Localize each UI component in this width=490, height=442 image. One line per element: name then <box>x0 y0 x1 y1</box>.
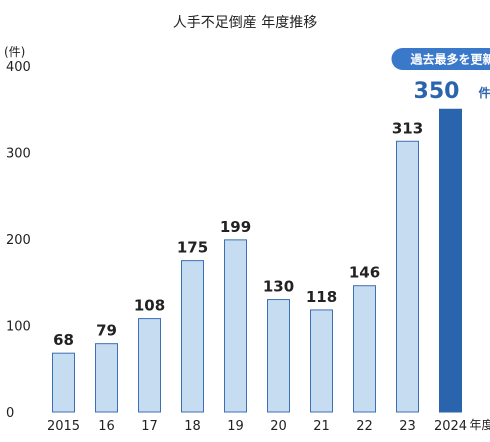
bar-highlight <box>439 108 462 413</box>
x-tick-label: 23 <box>399 419 416 434</box>
x-tick-label: 16 <box>98 419 115 434</box>
bars <box>52 108 462 413</box>
x-tick-label: 19 <box>227 419 244 434</box>
data-label: 68 <box>53 331 74 349</box>
data-label: 175 <box>177 239 208 257</box>
x-axis-unit: 年度 <box>470 417 490 432</box>
bar <box>224 239 247 413</box>
y-tick-label: 100 <box>6 320 31 335</box>
data-label: 118 <box>306 288 337 306</box>
y-tick-label: 300 <box>6 147 31 162</box>
bar <box>353 285 376 413</box>
bar <box>396 140 419 413</box>
data-label: 313 <box>392 119 423 137</box>
data-label: 146 <box>349 264 380 282</box>
y-tick-label: 0 <box>6 406 14 421</box>
bar <box>95 343 118 413</box>
bar <box>52 352 75 413</box>
y-tick-label: 400 <box>6 60 31 75</box>
callout-text: 過去最多を更新 <box>409 52 490 67</box>
x-tick-label: 2024 <box>434 419 467 434</box>
bar <box>181 260 204 413</box>
data-labels: 68 79 108 175 199 130 118 146 313 <box>53 119 423 349</box>
x-tick-label: 22 <box>356 419 373 434</box>
bar <box>267 299 290 413</box>
x-tick-label: 20 <box>270 419 287 434</box>
callout-badge <box>391 48 490 70</box>
y-axis-unit: (件) <box>4 45 25 59</box>
data-label: 199 <box>220 218 251 236</box>
data-label: 108 <box>134 297 165 315</box>
y-axis: (件) 0 100 200 300 400 <box>4 45 31 421</box>
bar <box>138 318 161 413</box>
highlight-callout: 過去最多を更新 350 件 <box>391 48 490 104</box>
x-axis: 2015 16 17 18 19 20 21 22 23 2024 年度 <box>47 417 490 434</box>
x-tick-label: 18 <box>184 419 201 434</box>
x-tick-label: 2015 <box>47 419 80 434</box>
chart-title: 人手不足倒産 年度推移 <box>172 15 318 31</box>
highlight-unit: 件 <box>479 85 490 100</box>
highlight-value: 350 <box>414 79 460 104</box>
data-label: 130 <box>263 278 294 296</box>
x-tick-label: 17 <box>141 419 158 434</box>
bar <box>310 309 333 413</box>
data-label: 79 <box>96 322 117 340</box>
y-tick-label: 200 <box>6 233 31 248</box>
x-tick-label: 21 <box>313 419 330 434</box>
